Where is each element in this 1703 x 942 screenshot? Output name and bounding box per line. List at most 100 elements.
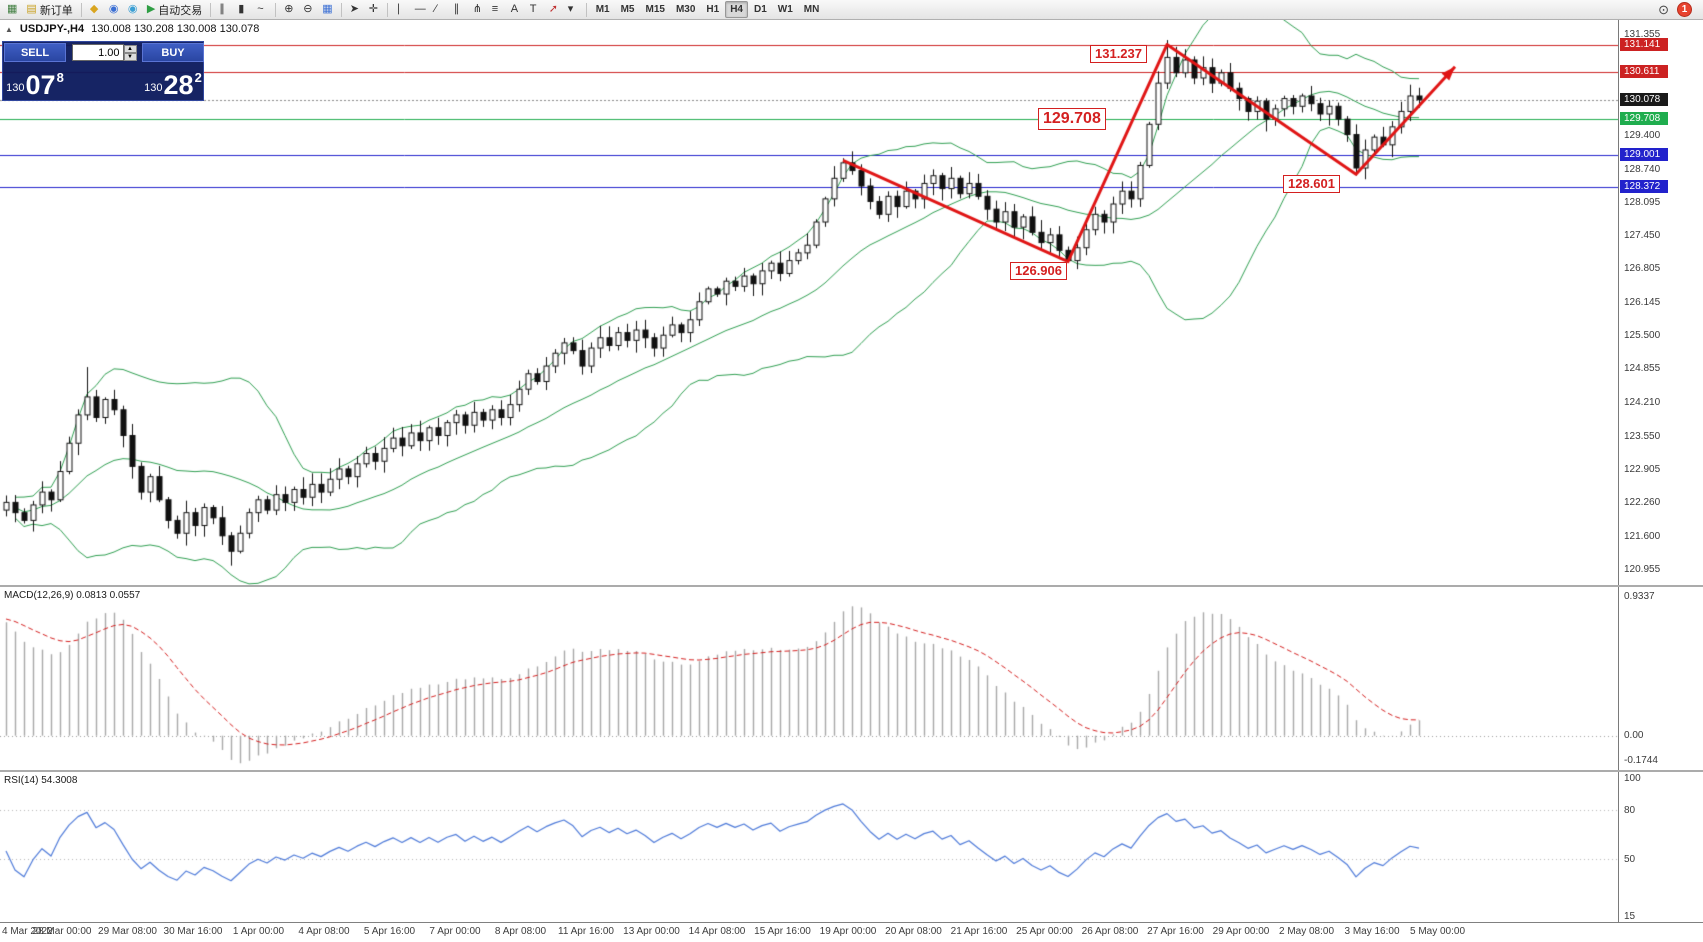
price-axis-label: 120.955: [1624, 564, 1661, 575]
price-level-badge[interactable]: 130.611: [1620, 65, 1668, 79]
market-watch-icon[interactable]: ◉: [105, 1, 123, 18]
text-button[interactable]: A: [507, 1, 525, 18]
cursor-button[interactable]: ➤: [346, 1, 364, 18]
price-chart-canvas[interactable]: [0, 20, 1618, 585]
panel-divider[interactable]: [0, 770, 1703, 772]
rsi-axis[interactable]: 100 80 50 15: [1618, 772, 1703, 922]
timeframe-d1-button[interactable]: D1: [749, 1, 772, 18]
price-axis-label: 124.210: [1624, 396, 1661, 408]
timeframe-h4-button[interactable]: H4: [725, 1, 748, 18]
arrows-button[interactable]: ➚: [545, 1, 563, 18]
sell-button[interactable]: SELL: [3, 42, 67, 63]
zoom-in-icon: ⊕: [284, 3, 294, 15]
time-axis-label: 7 Apr 00:00: [429, 926, 481, 937]
crosshair-button[interactable]: ✛: [365, 1, 383, 18]
toolbar-separator: [386, 2, 388, 17]
fibonacci-icon: ≡: [491, 3, 499, 15]
price-axis-label: 122.905: [1624, 463, 1661, 475]
vertical-line-button[interactable]: ∣: [392, 1, 410, 18]
volume-increase-button[interactable]: ▲: [123, 44, 137, 53]
volume-input[interactable]: [71, 44, 124, 61]
volume-cell: ▲ ▼: [67, 42, 141, 63]
sell-price-prefix: 130: [6, 82, 25, 94]
macd-canvas[interactable]: [0, 587, 1618, 770]
sell-price[interactable]: 130 07 8: [3, 63, 67, 100]
price-axis-label: 121.600: [1624, 530, 1661, 542]
price-axis-label: 126.805: [1624, 263, 1661, 275]
price-chart-panel: ▲ USDJPY-,H4 130.008 130.208 130.008 130…: [0, 20, 1703, 585]
history-center-icon-icon: ◆: [89, 3, 99, 15]
trendline-button[interactable]: ∕: [431, 1, 449, 18]
price-annotation[interactable]: 129.708: [1038, 107, 1106, 130]
time-axis-label: 11 Apr 16:00: [558, 926, 614, 937]
price-annotation[interactable]: 126.906: [1010, 261, 1067, 281]
rsi-axis-label: 80: [1624, 805, 1636, 817]
andrews-pitchfork-button[interactable]: ⋔: [469, 1, 487, 18]
price-level-badge[interactable]: 129.001: [1620, 148, 1668, 162]
time-axis[interactable]: 4 Mar 2022 28 Mar 00:00 29 Mar 08:00 30 Mar…: [0, 922, 1703, 942]
timeframe-w1-button[interactable]: W1: [773, 1, 798, 18]
timeframe-m5-button[interactable]: M5: [616, 1, 640, 18]
rsi-canvas[interactable]: [0, 772, 1618, 922]
equidistant-channel-icon: ∥: [453, 3, 460, 15]
candlestick-chart-button[interactable]: ▮: [234, 1, 252, 18]
rsi-axis-label: 15: [1624, 911, 1636, 922]
text-label-icon: T: [529, 3, 537, 15]
line-chart-button[interactable]: ~: [253, 1, 271, 18]
fibonacci-button[interactable]: ≡: [488, 1, 506, 18]
price-level-badge[interactable]: 130.078: [1620, 92, 1668, 106]
price-axis-label: 128.740: [1624, 163, 1661, 175]
price-level-badge[interactable]: 131.141: [1620, 38, 1668, 51]
price-annotation[interactable]: 131.237: [1090, 44, 1147, 64]
history-center-icon[interactable]: ◆: [86, 1, 104, 18]
time-axis-label: 20 Apr 08:00: [885, 926, 942, 937]
main-price-axis[interactable]: 131.355 129.400 128.740 128.095 127.450 126.8…: [1618, 20, 1703, 585]
macd-axis-label: 0.00: [1624, 729, 1644, 741]
time-axis-label: 3 May 16:00: [1344, 926, 1400, 937]
navigator-icon[interactable]: ◉: [124, 1, 142, 18]
time-axis-label: 26 Apr 08:00: [1081, 926, 1139, 937]
sell-label: SELL: [4, 43, 66, 62]
timeframe-m1-button[interactable]: M1: [591, 1, 615, 18]
new-order-button[interactable]: ▤ 新订单: [22, 1, 76, 18]
time-axis-label: 25 Apr 00:00: [1016, 926, 1073, 937]
buy-price[interactable]: 130 28 2: [141, 63, 205, 100]
timeframe-m30-button[interactable]: M30: [671, 1, 700, 18]
text-label-button[interactable]: T: [526, 1, 544, 18]
auto-trading-button-label: 自动交易: [158, 4, 203, 17]
arrows-icon: ➚: [548, 3, 558, 15]
volume-decrease-button[interactable]: ▼: [123, 52, 137, 61]
zoom-in-button[interactable]: ⊕: [280, 1, 298, 18]
bar-chart-icon: ∥: [219, 3, 225, 15]
toolbar-separator: [275, 2, 277, 17]
timeframe-mn-button[interactable]: MN: [799, 1, 825, 18]
macd-axis[interactable]: 0.9337 0.00 -0.1744: [1618, 587, 1703, 770]
tile-windows-button[interactable]: ▦: [318, 1, 336, 18]
panel-divider[interactable]: [0, 585, 1703, 587]
price-axis-label: 123.550: [1624, 430, 1661, 442]
quote-line: ▲ USDJPY-,H4 130.008 130.208 130.008 130…: [5, 23, 259, 35]
text-icon: A: [510, 3, 519, 15]
price-level-badge[interactable]: 129.708: [1620, 111, 1668, 125]
new-chart-button[interactable]: ▦: [3, 1, 21, 18]
collapse-quote-icon[interactable]: ▲: [5, 24, 13, 34]
price-level-badge[interactable]: 128.372: [1620, 180, 1668, 194]
timeframe-m15-button[interactable]: M15: [641, 1, 670, 18]
zoom-out-button[interactable]: ⊖: [299, 1, 317, 18]
rsi-label: RSI(14) 54.3008: [4, 775, 78, 786]
bar-chart-button[interactable]: ∥: [215, 1, 233, 18]
notification-badge[interactable]: 1: [1677, 2, 1692, 17]
horizontal-line-button[interactable]: ―: [411, 1, 430, 18]
search-icon[interactable]: ⊙: [1658, 1, 1669, 17]
equidistant-channel-button[interactable]: ∥: [450, 1, 468, 18]
auto-trading-button[interactable]: ▶ 自动交易: [143, 1, 206, 18]
time-axis-label: 4 Mar 2022: [2, 926, 53, 937]
toolbar-separator: [210, 2, 212, 17]
arrows-dropdown-icon[interactable]: ▾: [564, 1, 582, 18]
price-annotation[interactable]: 128.601: [1283, 174, 1340, 194]
buy-price-big: 28: [163, 70, 194, 101]
time-axis-label: 27 Apr 16:00: [1147, 926, 1204, 937]
buy-button[interactable]: BUY: [141, 42, 205, 63]
rsi-axis-label: 100: [1624, 773, 1641, 784]
timeframe-h1-button[interactable]: H1: [701, 1, 724, 18]
